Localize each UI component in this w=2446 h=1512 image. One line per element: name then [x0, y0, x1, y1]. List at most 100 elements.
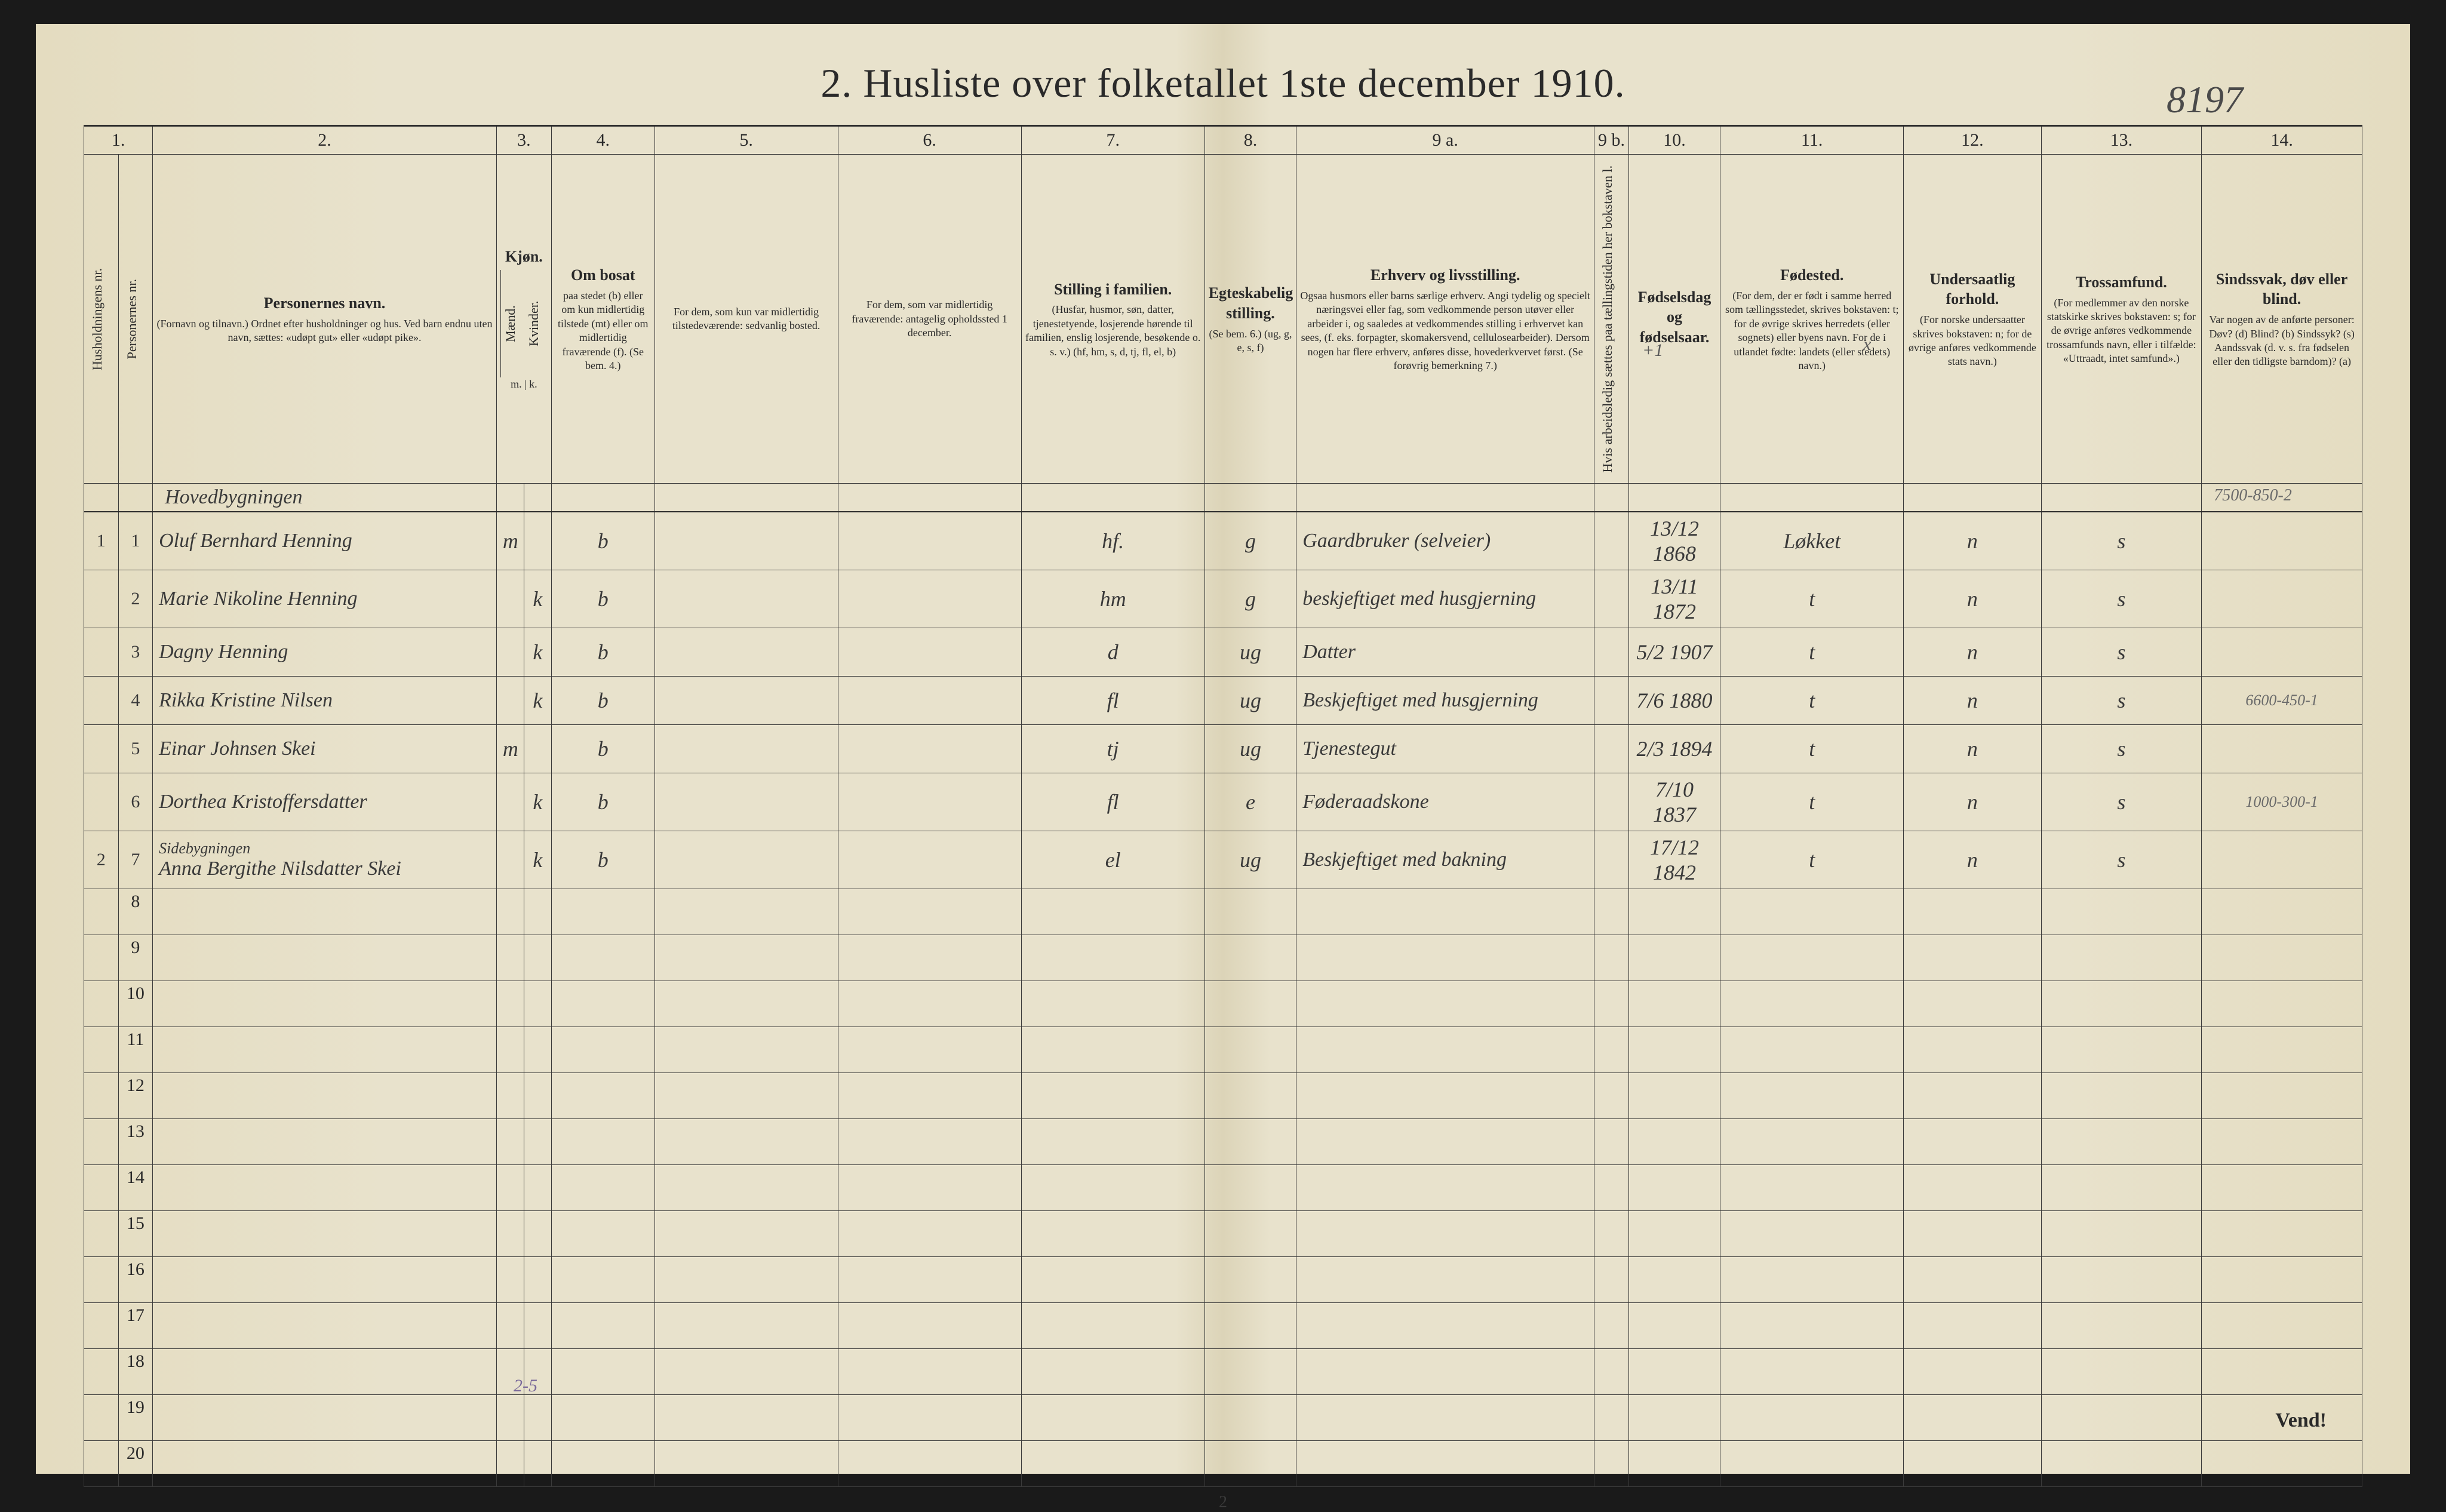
col-num-10: 10.: [1628, 126, 1720, 155]
cell-under: n: [1904, 831, 2041, 889]
cell-under: n: [1904, 725, 2041, 773]
cell-led: [1594, 570, 1629, 628]
cell-egte: g: [1204, 570, 1296, 628]
table-row: 9: [84, 935, 2362, 981]
cell-sted2: [838, 725, 1021, 773]
cell-name: Dagny Henning: [153, 628, 497, 677]
cell-stilling: el: [1021, 831, 1204, 889]
cell-led: [1594, 725, 1629, 773]
cell-bosat: b: [551, 725, 654, 773]
cell-dato: 7/10 1837: [1628, 773, 1720, 831]
cell-pnr: 17: [118, 1303, 153, 1349]
cell-bosat: b: [551, 628, 654, 677]
cell-fodested: Løkket: [1720, 512, 1904, 570]
cell-k: k: [524, 628, 551, 677]
cell-pnr: 1: [118, 512, 153, 570]
cell-note: [2202, 570, 2362, 628]
table-body: Hovedbygningen 7500-850-2 11Oluf Bernhar…: [84, 484, 2362, 1487]
cell-dato: 13/12 1868: [1628, 512, 1720, 570]
cell-sted1: [654, 512, 838, 570]
cell-erhverv: Beskjeftiget med bakning: [1296, 831, 1594, 889]
cell-hnr: 2: [84, 831, 119, 889]
table-row: 8: [84, 889, 2362, 935]
table-row: 14: [84, 1165, 2362, 1211]
col-num-8: 8.: [1204, 126, 1296, 155]
header-name: Personernes navn. (Fornavn og tilnavn.) …: [153, 155, 497, 484]
cell-note: [2202, 831, 2362, 889]
cell-sted2: [838, 831, 1021, 889]
cell-fodested: t: [1720, 628, 1904, 677]
cell-under: n: [1904, 628, 2041, 677]
cell-sted1: [654, 725, 838, 773]
cell-erhverv: Føderaadskone: [1296, 773, 1594, 831]
header-arbeidsledig: Hvis arbeidsledig sættes paa tællingstid…: [1594, 155, 1629, 484]
cell-erhverv: Gaardbruker (selveier): [1296, 512, 1594, 570]
header-sindssvak: Sindssvak, døv eller blind. Var nogen av…: [2202, 155, 2362, 484]
col-num-12: 12.: [1904, 126, 2041, 155]
cell-fodested: t: [1720, 677, 1904, 725]
header-erhverv: Erhverv og livsstilling. Ogsaa husmors e…: [1296, 155, 1594, 484]
cell-sted2: [838, 512, 1021, 570]
cell-note: 6600-450-1: [2202, 677, 2362, 725]
header-stilling: Stilling i familien. (Husfar, husmor, sø…: [1021, 155, 1204, 484]
margin-x: x: [1863, 334, 1871, 355]
cell-hnr: [84, 725, 119, 773]
cell-bosat: b: [551, 773, 654, 831]
cell-k: k: [524, 677, 551, 725]
table-row: 20: [84, 1441, 2362, 1487]
cell-name: SidebygningenAnna Bergithe Nilsdatter Sk…: [153, 831, 497, 889]
bottom-note: 2-5: [514, 1376, 537, 1396]
table-row: 13: [84, 1119, 2362, 1165]
cell-under: n: [1904, 773, 2041, 831]
cell-led: [1594, 628, 1629, 677]
col-num-13: 13.: [2041, 126, 2202, 155]
cell-m: m: [496, 725, 524, 773]
cell-name: Dorthea Kristoffersdatter: [153, 773, 497, 831]
cell-pnr: 6: [118, 773, 153, 831]
cell-stilling: d: [1021, 628, 1204, 677]
cell-pnr: 18: [118, 1349, 153, 1395]
cell-tros: s: [2041, 512, 2202, 570]
header-trossamfund: Trossamfund. (For medlemmer av den norsk…: [2041, 155, 2202, 484]
vend-label: Vend!: [2275, 1409, 2327, 1432]
cell-stilling: hf.: [1021, 512, 1204, 570]
cell-led: [1594, 677, 1629, 725]
cell-egte: ug: [1204, 831, 1296, 889]
cell-hnr: [84, 570, 119, 628]
table-row: 27SidebygningenAnna Bergithe Nilsdatter …: [84, 831, 2362, 889]
cell-led: [1594, 512, 1629, 570]
table-row: 2Marie Nikoline Henningkbhmgbeskjeftiget…: [84, 570, 2362, 628]
corner-number: 8197: [2167, 78, 2243, 122]
cell-under: n: [1904, 512, 2041, 570]
header-kjon: Kjøn. Mænd. Kvinder. m. | k.: [496, 155, 551, 484]
cell-sted2: [838, 628, 1021, 677]
table-row: 3Dagny HenningkbdugDatter5/2 1907tns: [84, 628, 2362, 677]
cell-erhverv: beskjeftiget med husgjerning: [1296, 570, 1594, 628]
table-row: 17: [84, 1303, 2362, 1349]
header-egteskab: Egteskabelig stilling. (Se bem. 6.) (ug,…: [1204, 155, 1296, 484]
cell-pnr: 14: [118, 1165, 153, 1211]
cell-pnr: 10: [118, 981, 153, 1027]
table-row: 11Oluf Bernhard Henningmbhf.gGaardbruker…: [84, 512, 2362, 570]
page-number: 2: [84, 1493, 2362, 1512]
cell-dato: 5/2 1907: [1628, 628, 1720, 677]
cell-pnr: 3: [118, 628, 153, 677]
page-container: 8197 2. Husliste over folketallet 1ste d…: [0, 0, 2446, 1498]
header-text-row: Husholdningens nr. Personernes nr. Perso…: [84, 155, 2362, 484]
cell-k: [524, 725, 551, 773]
col-num-9b: 9 b.: [1594, 126, 1629, 155]
cell-pnr: 11: [118, 1027, 153, 1073]
col-num-7: 7.: [1021, 126, 1204, 155]
cell-fodested: t: [1720, 570, 1904, 628]
building-header-1: Hovedbygningen 7500-850-2: [84, 484, 2362, 512]
cell-note: [2202, 725, 2362, 773]
cell-tros: s: [2041, 628, 2202, 677]
table-row: 18: [84, 1349, 2362, 1395]
cell-tros: s: [2041, 570, 2202, 628]
cell-tros: s: [2041, 773, 2202, 831]
cell-egte: e: [1204, 773, 1296, 831]
cell-name: Rikka Kristine Nilsen: [153, 677, 497, 725]
cell-led: [1594, 773, 1629, 831]
cell-pnr: 8: [118, 889, 153, 935]
cell-led: [1594, 831, 1629, 889]
